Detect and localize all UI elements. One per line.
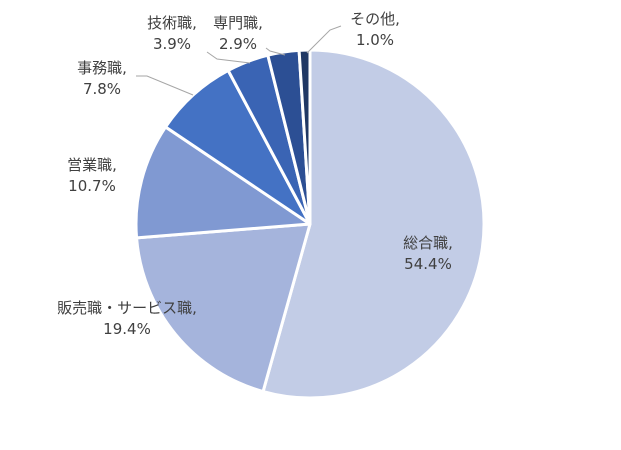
leader-line	[136, 75, 194, 96]
slice-category-label: 専門職,	[213, 14, 263, 32]
leader-line	[206, 51, 251, 64]
pie-slice	[135, 222, 312, 394]
slice-percent-label: 7.8%	[83, 80, 121, 98]
slice-category-label: 技術職,	[147, 14, 197, 32]
slice-percent-label: 1.0%	[356, 31, 394, 49]
slice-percent-label: 19.4%	[103, 320, 151, 338]
slices-layer	[134, 48, 486, 400]
pie-slice	[261, 48, 486, 400]
leader-line	[306, 25, 342, 54]
leader-line	[265, 47, 286, 56]
slice-percent-label: 3.9%	[153, 35, 191, 53]
slice-category-label: 営業職,	[67, 156, 117, 174]
slice-percent-label: 10.7%	[68, 177, 116, 195]
pie-slice	[134, 125, 312, 240]
slice-category-label: 事務職,	[77, 59, 127, 77]
slice-category-label: 販売職・サービス職,	[57, 299, 197, 317]
leader-lines-layer	[136, 25, 342, 96]
slice-category-label: その他,	[350, 10, 400, 28]
slice-percent-label: 54.4%	[404, 255, 452, 273]
slice-category-label: 総合職,	[403, 234, 453, 252]
slice-percent-label: 2.9%	[219, 35, 257, 53]
labels-layer: 総合職, 54.4% 販売職・サービス職, 19.4% 営業職, 10.7% 事務職, 7.8…	[57, 10, 453, 338]
